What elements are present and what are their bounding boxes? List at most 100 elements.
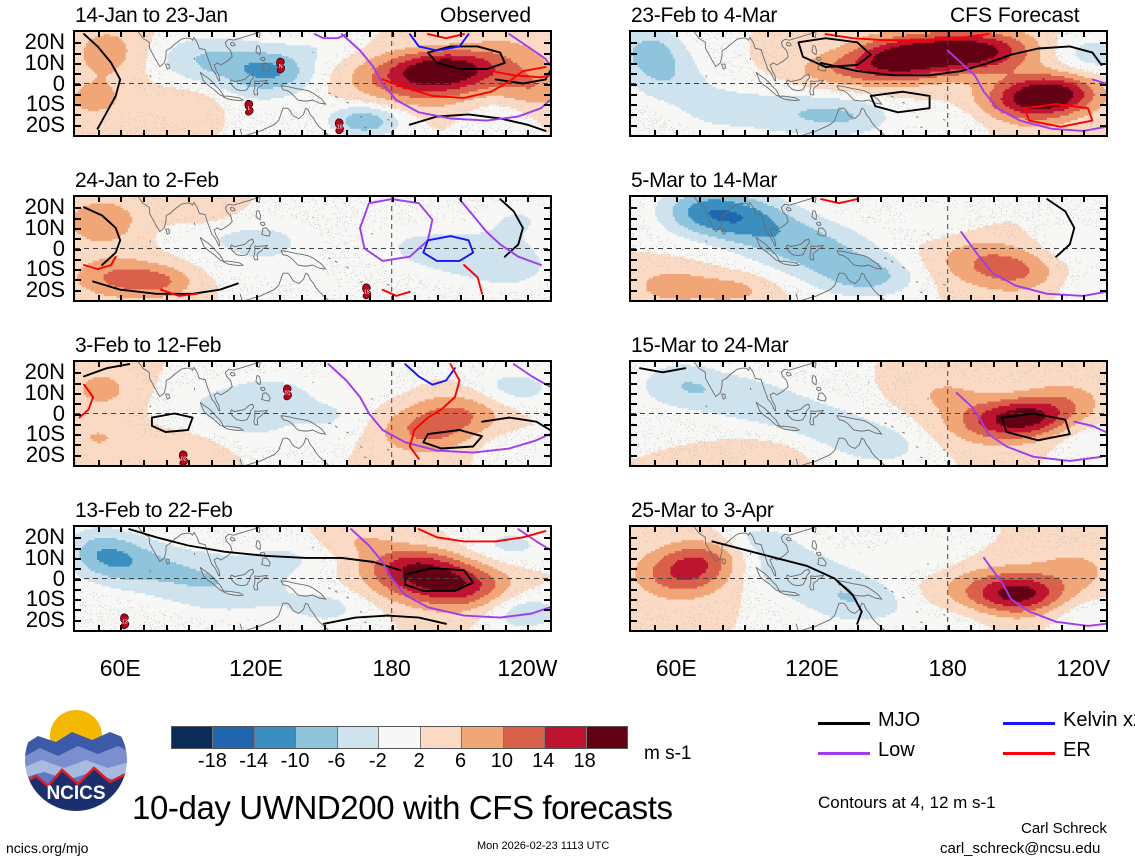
axis-tick — [880, 625, 882, 630]
axis-tick — [993, 625, 995, 630]
axis-tick — [279, 197, 281, 202]
axis-tick — [166, 362, 168, 367]
axis-tick — [233, 130, 235, 135]
axis-tick — [676, 130, 678, 135]
axis-tick — [631, 589, 637, 591]
axis-tick — [948, 295, 950, 300]
axis-tick — [744, 295, 746, 300]
axis-tick — [75, 558, 81, 560]
axis-tick — [437, 130, 439, 135]
axis-tick — [789, 197, 791, 202]
axis-tick — [166, 625, 168, 630]
axis-tick — [631, 434, 637, 436]
axis-tick — [414, 295, 416, 300]
axis-tick — [1100, 383, 1106, 385]
axis-tick — [544, 568, 550, 570]
axis-tick — [1100, 537, 1106, 539]
axis-tick — [544, 414, 550, 416]
axis-tick — [1038, 362, 1040, 367]
axis-tick — [437, 362, 439, 367]
axis-tick — [544, 63, 550, 65]
axis-tick — [414, 130, 416, 135]
axis-tick — [1100, 372, 1106, 374]
axis-tick — [188, 197, 190, 202]
axis-tick — [75, 53, 81, 55]
axis-tick — [767, 362, 769, 367]
axis-tick — [544, 558, 550, 560]
axis-tick — [75, 372, 81, 374]
axis-tick — [256, 362, 258, 367]
axis-tick — [857, 32, 859, 37]
axis-tick — [527, 460, 529, 465]
axis-tick — [631, 84, 637, 86]
author-email[interactable]: carl_schreck@ncsu.edu — [940, 840, 1100, 857]
axis-tick — [120, 625, 122, 630]
axis-tick — [143, 130, 145, 135]
axis-tick — [437, 527, 439, 532]
axis-tick — [654, 527, 656, 532]
axis-tick — [256, 527, 258, 532]
axis-tick — [369, 625, 371, 630]
axis-tick — [211, 197, 213, 202]
axis-tick — [544, 537, 550, 539]
axis-tick — [98, 527, 100, 532]
axis-tick — [993, 197, 995, 202]
axis-tick — [880, 130, 882, 135]
axis-tick — [789, 130, 791, 135]
axis-tick — [1100, 434, 1106, 436]
axis-tick — [1016, 32, 1018, 37]
axis-tick — [925, 362, 927, 367]
legend-swatch-low — [818, 752, 870, 755]
axis-tick — [544, 372, 550, 374]
axis-tick — [143, 32, 145, 37]
axis-tick — [1100, 455, 1106, 457]
colorbar-units-label: m s-1 — [644, 743, 692, 765]
axis-tick — [812, 362, 814, 367]
axis-tick — [233, 625, 235, 630]
axis-tick — [324, 527, 326, 532]
colorbar-swatch-1 — [172, 727, 212, 748]
axis-tick — [812, 130, 814, 135]
axis-tick — [902, 362, 904, 367]
legend-swatch-mjo — [818, 722, 870, 725]
map-panel-5 — [629, 30, 1108, 137]
axis-tick — [812, 32, 814, 37]
axis-tick — [1100, 94, 1106, 96]
axis-tick — [346, 130, 348, 135]
axis-tick — [505, 362, 507, 367]
axis-tick — [1038, 625, 1040, 630]
axis-tick — [233, 362, 235, 367]
axis-tick — [631, 372, 637, 374]
axis-tick — [527, 130, 529, 135]
axis-tick — [1100, 125, 1106, 127]
axis-tick — [1083, 32, 1085, 37]
axis-tick — [75, 207, 81, 209]
axis-tick — [857, 130, 859, 135]
axis-tick — [1100, 279, 1106, 281]
axis-tick — [631, 114, 637, 116]
axis-tick — [1100, 53, 1106, 55]
axis-tick — [544, 548, 550, 550]
axis-tick — [527, 625, 529, 630]
axis-tick — [392, 625, 394, 630]
axis-tick — [1100, 218, 1106, 220]
axis-tick — [1100, 259, 1106, 261]
axis-tick — [767, 295, 769, 300]
axis-tick — [256, 625, 258, 630]
page-title: 10-day UWND200 with CFS forecasts — [132, 789, 673, 827]
axis-tick — [414, 527, 416, 532]
axis-tick — [166, 32, 168, 37]
ncics-logo[interactable]: NCICS — [22, 706, 130, 814]
axis-tick — [631, 228, 637, 230]
axis-tick — [789, 295, 791, 300]
observed-column-label: Observed — [440, 4, 531, 28]
axis-tick — [631, 290, 637, 292]
axis-tick — [744, 197, 746, 202]
site-url[interactable]: ncics.org/mjo — [6, 840, 88, 856]
axis-tick — [460, 295, 462, 300]
axis-tick — [1061, 32, 1063, 37]
panel-title-8: 25-Mar to 3-Apr — [631, 499, 774, 523]
axis-tick — [767, 130, 769, 135]
axis-tick — [414, 460, 416, 465]
axis-tick — [211, 362, 213, 367]
